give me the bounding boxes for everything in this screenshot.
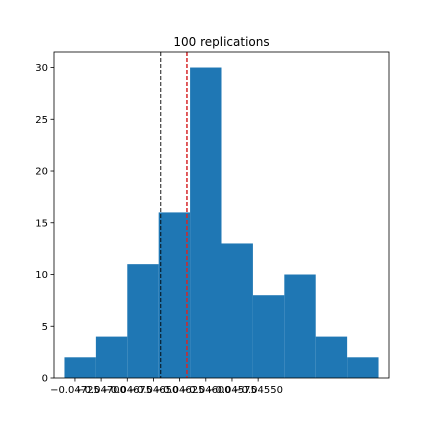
y-tick-label: 0 <box>42 374 48 385</box>
histogram-bar-8 <box>284 274 316 378</box>
y-tick-label: 20 <box>35 167 48 178</box>
y-axis-ticks: 0 5 10 15 20 25 30 <box>35 63 54 385</box>
plot-frame <box>53 51 390 379</box>
histogram-bar-9 <box>315 336 348 378</box>
x-tick-label: −0.04725 <box>50 385 100 396</box>
histogram-bar-3 <box>127 264 159 378</box>
histogram-bar-2 <box>95 336 128 378</box>
x-tick-label: −0.04600 <box>181 385 231 396</box>
reference-lines-group <box>160 52 188 378</box>
y-tick-label: 15 <box>35 218 48 229</box>
y-tick-label: 25 <box>35 115 48 126</box>
histogram-bar-4 <box>158 212 191 378</box>
histogram-bar-7 <box>252 295 285 378</box>
y-tick-label: 30 <box>35 63 48 74</box>
bars-group <box>64 67 379 379</box>
x-tick-label: −0.04575 <box>207 385 257 396</box>
chart-title: 100 replications <box>173 35 269 49</box>
x-tick-label: −0.04650 <box>129 385 179 396</box>
y-tick-label: 10 <box>35 270 48 281</box>
x-axis-ticks: −0.04725−0.04700−0.04675−0.04650−0.04625… <box>50 378 283 396</box>
x-tick-label: −0.04550 <box>233 385 283 396</box>
histogram-bar-5 <box>190 67 222 379</box>
y-tick-label: 5 <box>42 322 48 333</box>
x-tick-label: −0.04700 <box>76 385 126 396</box>
x-tick-label: −0.04675 <box>102 385 152 396</box>
histogram-bar-6 <box>221 243 253 378</box>
histogram-bar-10 <box>347 357 379 378</box>
histogram-bar-1 <box>64 357 96 378</box>
x-tick-label: −0.04625 <box>155 385 205 396</box>
